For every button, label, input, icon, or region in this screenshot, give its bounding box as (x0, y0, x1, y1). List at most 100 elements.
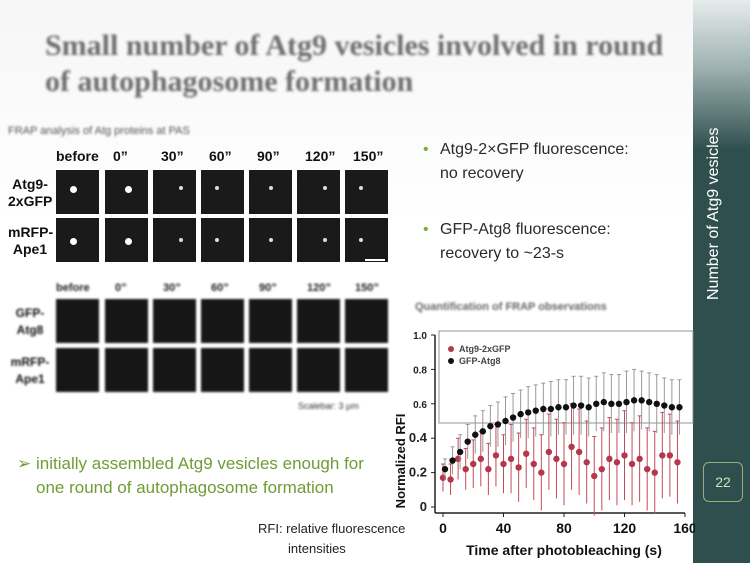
data-point (621, 452, 628, 459)
data-point (636, 455, 643, 463)
data-point (623, 398, 630, 406)
microscopy-image-tile (345, 170, 388, 214)
row-label-line2: Atg8 (16, 323, 44, 337)
slide-title: Small number of Atg9 vesicles involved i… (45, 29, 664, 98)
rfi-note-line1: RFI: relative fluorescence (258, 521, 406, 536)
data-point (645, 398, 653, 406)
microscopy-image-tile (153, 170, 196, 214)
microscopy-image-tile (153, 348, 196, 392)
data-point (515, 464, 522, 471)
rfi-note: RFI: relative fluorescence intensities (258, 519, 405, 559)
data-point (577, 402, 585, 409)
fluorescent-spot (179, 238, 183, 242)
microscopy-image-tile (201, 170, 244, 214)
data-point (606, 455, 613, 463)
data-point (538, 469, 545, 476)
timepoint-label: before (56, 282, 90, 294)
fluorescent-spot (179, 186, 183, 190)
row-label-line1: mRFP- (10, 355, 50, 369)
timepoint-label: 60” (209, 148, 232, 164)
data-point (613, 459, 621, 466)
timepoint-label: 0” (115, 282, 127, 294)
y-tick-label: 0 (420, 499, 427, 514)
x-tick-label: 120 (613, 520, 637, 536)
microscopy-image-tile (249, 348, 292, 392)
conclusion-text: initially assembled Atg9 vesicles enough… (36, 454, 364, 497)
data-point (575, 448, 583, 456)
fluorescent-spot (359, 186, 363, 190)
data-point (583, 459, 590, 466)
y-tick-label: 0.4 (409, 430, 428, 445)
data-point (540, 405, 547, 413)
legend-label: GFP-Atg8 (459, 356, 501, 366)
timepoint-label: 150” (353, 148, 384, 164)
microscopy-image-tile (249, 170, 292, 214)
data-point (598, 465, 606, 473)
quantification-title: Quantification of FRAP observations (415, 301, 607, 313)
microscopy-image-tile (345, 348, 388, 392)
data-point (509, 414, 517, 421)
scalebar-label: Scalebar: 3 μm (298, 401, 359, 411)
y-tick-label: 1.0 (413, 331, 427, 342)
fluorescent-spot (125, 186, 132, 193)
data-point (485, 465, 492, 473)
microscopy-image-tile (153, 299, 196, 343)
fluorescent-spot (125, 238, 132, 245)
bullet-atg8-line2: recovery to ~23-s (440, 245, 565, 262)
fluorescent-spot (269, 238, 273, 242)
data-point (532, 407, 539, 414)
y-tick-label: 0.8 (413, 365, 427, 376)
fluorescent-spot (215, 186, 219, 190)
legend-marker (448, 358, 454, 364)
data-point (568, 443, 575, 450)
sidebar-gradient (693, 0, 750, 150)
data-point (585, 404, 592, 411)
data-point (470, 460, 477, 468)
microscopy-image-tile (345, 299, 388, 343)
side-title: Number of Atg9 vesicles (705, 127, 725, 300)
bullet-atg8-line1: GFP-Atg8 fluorescence: (440, 221, 611, 238)
row-label-line1: mRFP- (8, 224, 54, 240)
row-label-line2: 2xGFP (8, 193, 53, 209)
legend-label: Atg9-2xGFP (459, 344, 511, 354)
data-point (676, 404, 683, 411)
data-point (547, 405, 555, 413)
timepoint-label: 60” (211, 282, 229, 294)
microscopy-image-tile (105, 299, 148, 343)
data-point (555, 404, 562, 411)
bullet-atg9-line1: Atg9-2×GFP fluorescence: (440, 141, 629, 158)
fluorescent-spot (215, 238, 219, 242)
data-point (449, 457, 456, 464)
timepoint-label: before (56, 148, 99, 164)
y-tick-label: 0.6 (413, 400, 427, 411)
data-point (517, 410, 524, 418)
timepoint-label: 0” (113, 148, 128, 164)
bullet-dot-icon: • (423, 141, 429, 158)
data-point (593, 400, 600, 407)
data-point (500, 460, 507, 468)
microscopy-image-tile (105, 170, 148, 214)
timepoint-label: 90” (257, 148, 280, 164)
fluorescent-spot (70, 186, 77, 193)
microscopy-image-tile (201, 299, 244, 343)
data-point (492, 452, 500, 459)
data-point (608, 400, 615, 407)
x-tick-label: 80 (556, 520, 572, 536)
data-point (628, 460, 636, 468)
data-point (545, 448, 553, 456)
bullet-dot-icon: • (423, 221, 429, 238)
data-point (487, 422, 494, 430)
data-point (630, 397, 638, 404)
data-point (560, 460, 568, 468)
data-point (456, 448, 464, 456)
row-label: GFP- Atg8 (8, 305, 52, 339)
data-point (562, 404, 570, 411)
fluorescent-spot (323, 238, 327, 242)
data-point (553, 455, 560, 463)
bullet-atg9-line2: no recovery (440, 165, 524, 182)
y-tick-label: 0.2 (409, 465, 427, 480)
microscopy-image-tile (56, 218, 99, 262)
data-point (502, 417, 509, 425)
data-point (674, 459, 681, 466)
microscopy-image-tile (249, 218, 292, 262)
